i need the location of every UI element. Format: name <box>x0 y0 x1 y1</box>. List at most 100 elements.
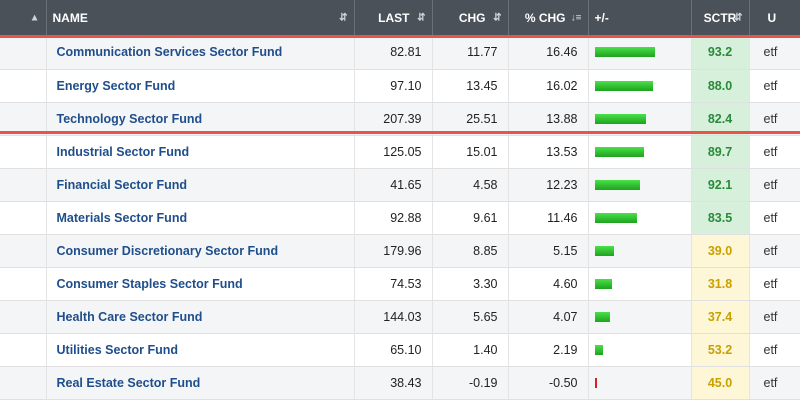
change-bar-cell <box>588 102 692 136</box>
change-bar-track <box>594 146 685 157</box>
percent-change-value: 11.46 <box>508 201 589 235</box>
sctr-rank: 83.5 <box>691 201 750 235</box>
table-row[interactable]: Materials Sector Fund 92.88 9.61 11.46 83.5 e… <box>0 201 800 235</box>
sort-descending-icon[interactable]: ↓≡ <box>570 12 582 24</box>
table-row[interactable]: Real Estate Sector Fund 38.43 -0.19 -0.50 45… <box>0 366 800 400</box>
change-bar-track <box>594 245 685 256</box>
last-price: 144.03 <box>354 300 433 334</box>
fund-name-link[interactable]: Energy Sector Fund <box>46 69 355 103</box>
table-row[interactable]: Financial Sector Fund 41.65 4.58 12.23 92.1 e… <box>0 168 800 202</box>
percent-change-value: 2.19 <box>508 333 589 367</box>
row-select-cell[interactable] <box>0 69 47 103</box>
fund-name-link[interactable]: Consumer Staples Sector Fund <box>46 267 355 301</box>
sort-arrows-icon[interactable]: ⇵ <box>493 12 502 24</box>
row-select-cell[interactable] <box>0 267 47 301</box>
column-header-name[interactable]: NAME ⇵ <box>46 0 355 36</box>
change-bar-cell <box>588 267 692 301</box>
change-value: -0.19 <box>432 366 509 400</box>
universe-type: etf <box>749 366 800 400</box>
row-select-cell[interactable] <box>0 102 47 136</box>
change-bar-track <box>594 311 685 322</box>
fund-name-link[interactable]: Industrial Sector Fund <box>46 135 355 169</box>
change-bar-cell <box>588 333 692 367</box>
universe-type: etf <box>749 36 800 70</box>
change-bar-positive <box>594 146 644 157</box>
change-value: 4.58 <box>432 168 509 202</box>
table-row[interactable]: Consumer Staples Sector Fund 74.53 3.30 4.6… <box>0 267 800 301</box>
row-select-cell[interactable] <box>0 333 47 367</box>
sctr-rank: 93.2 <box>691 36 750 70</box>
universe-type: etf <box>749 168 800 202</box>
last-price: 74.53 <box>354 267 433 301</box>
sort-arrows-icon[interactable]: ⇵ <box>339 12 348 24</box>
row-select-cell[interactable] <box>0 234 47 268</box>
change-value: 8.85 <box>432 234 509 268</box>
change-bar-positive <box>594 212 637 223</box>
row-select-cell[interactable] <box>0 366 47 400</box>
last-price: 82.81 <box>354 36 433 70</box>
column-header-last[interactable]: LAST ⇵ <box>354 0 433 36</box>
change-bar-negative <box>594 377 597 388</box>
sctr-rank: 39.0 <box>691 234 750 268</box>
row-select-cell[interactable] <box>0 201 47 235</box>
sort-arrows-icon[interactable]: ⇵ <box>417 12 426 24</box>
column-header-chg[interactable]: CHG ⇵ <box>432 0 509 36</box>
percent-change-value: 13.53 <box>508 135 589 169</box>
fund-name-link[interactable]: Utilities Sector Fund <box>46 333 355 367</box>
sctr-rank: 89.7 <box>691 135 750 169</box>
fund-name-link[interactable]: Health Care Sector Fund <box>46 300 355 334</box>
column-header-sctr[interactable]: SCTR ⇵ <box>691 0 750 36</box>
fund-name-link[interactable]: Consumer Discretionary Sector Fund <box>46 234 355 268</box>
change-bar-positive <box>594 80 653 91</box>
column-header-last-label: LAST <box>378 11 410 25</box>
universe-type: etf <box>749 69 800 103</box>
column-header-plusminus-label: +/- <box>594 11 609 25</box>
sctr-rank: 31.8 <box>691 267 750 301</box>
table-row[interactable]: Consumer Discretionary Sector Fund 179.96… <box>0 234 800 268</box>
row-select-cell[interactable] <box>0 135 47 169</box>
column-header-pct-chg[interactable]: % CHG ↓≡ <box>508 0 589 36</box>
change-value: 9.61 <box>432 201 509 235</box>
column-header-sctr-label: SCTR <box>703 11 737 25</box>
change-bar-cell <box>588 300 692 334</box>
percent-change-value: -0.50 <box>508 366 589 400</box>
change-bar-cell <box>588 168 692 202</box>
fund-name-link[interactable]: Communication Services Sector Fund <box>46 36 355 70</box>
fund-name-link[interactable]: Real Estate Sector Fund <box>46 366 355 400</box>
row-select-cell[interactable] <box>0 36 47 70</box>
change-value: 13.45 <box>432 69 509 103</box>
change-value: 3.30 <box>432 267 509 301</box>
percent-change-value: 5.15 <box>508 234 589 268</box>
table-row[interactable]: Communication Services Sector Fund 82.81 1… <box>0 36 800 70</box>
column-header-select[interactable]: ▲︎ <box>0 0 47 36</box>
fund-name-link[interactable]: Financial Sector Fund <box>46 168 355 202</box>
column-header-u-label: U <box>767 11 777 25</box>
fund-name-link[interactable]: Technology Sector Fund <box>46 102 355 136</box>
fund-name-link[interactable]: Materials Sector Fund <box>46 201 355 235</box>
change-value: 15.01 <box>432 135 509 169</box>
universe-type: etf <box>749 201 800 235</box>
table-row[interactable]: Utilities Sector Fund 65.10 1.40 2.19 53.2 et… <box>0 333 800 367</box>
last-price: 207.39 <box>354 102 433 136</box>
table-row[interactable]: Technology Sector Fund 207.39 25.51 13.88 82… <box>0 102 800 136</box>
table-row[interactable]: Energy Sector Fund 97.10 13.45 16.02 88.0 etf <box>0 69 800 103</box>
universe-type: etf <box>749 234 800 268</box>
column-header-plusminus[interactable]: +/- <box>588 0 692 36</box>
universe-type: etf <box>749 333 800 367</box>
table-body: Communication Services Sector Fund 82.81 1… <box>0 36 800 400</box>
sort-arrows-icon[interactable]: ⇵ <box>734 12 743 24</box>
change-value: 5.65 <box>432 300 509 334</box>
column-header-u[interactable]: U <box>749 0 800 36</box>
row-select-cell[interactable] <box>0 168 47 202</box>
universe-type: etf <box>749 135 800 169</box>
change-bar-track <box>594 344 685 355</box>
change-value: 1.40 <box>432 333 509 367</box>
table-row[interactable]: Industrial Sector Fund 125.05 15.01 13.53 89… <box>0 135 800 169</box>
table-row[interactable]: Health Care Sector Fund 144.03 5.65 4.07 37.… <box>0 300 800 334</box>
percent-change-value: 16.46 <box>508 36 589 70</box>
sort-arrows-icon[interactable]: ▲︎ <box>29 12 40 24</box>
row-select-cell[interactable] <box>0 300 47 334</box>
change-bar-positive <box>594 113 646 124</box>
